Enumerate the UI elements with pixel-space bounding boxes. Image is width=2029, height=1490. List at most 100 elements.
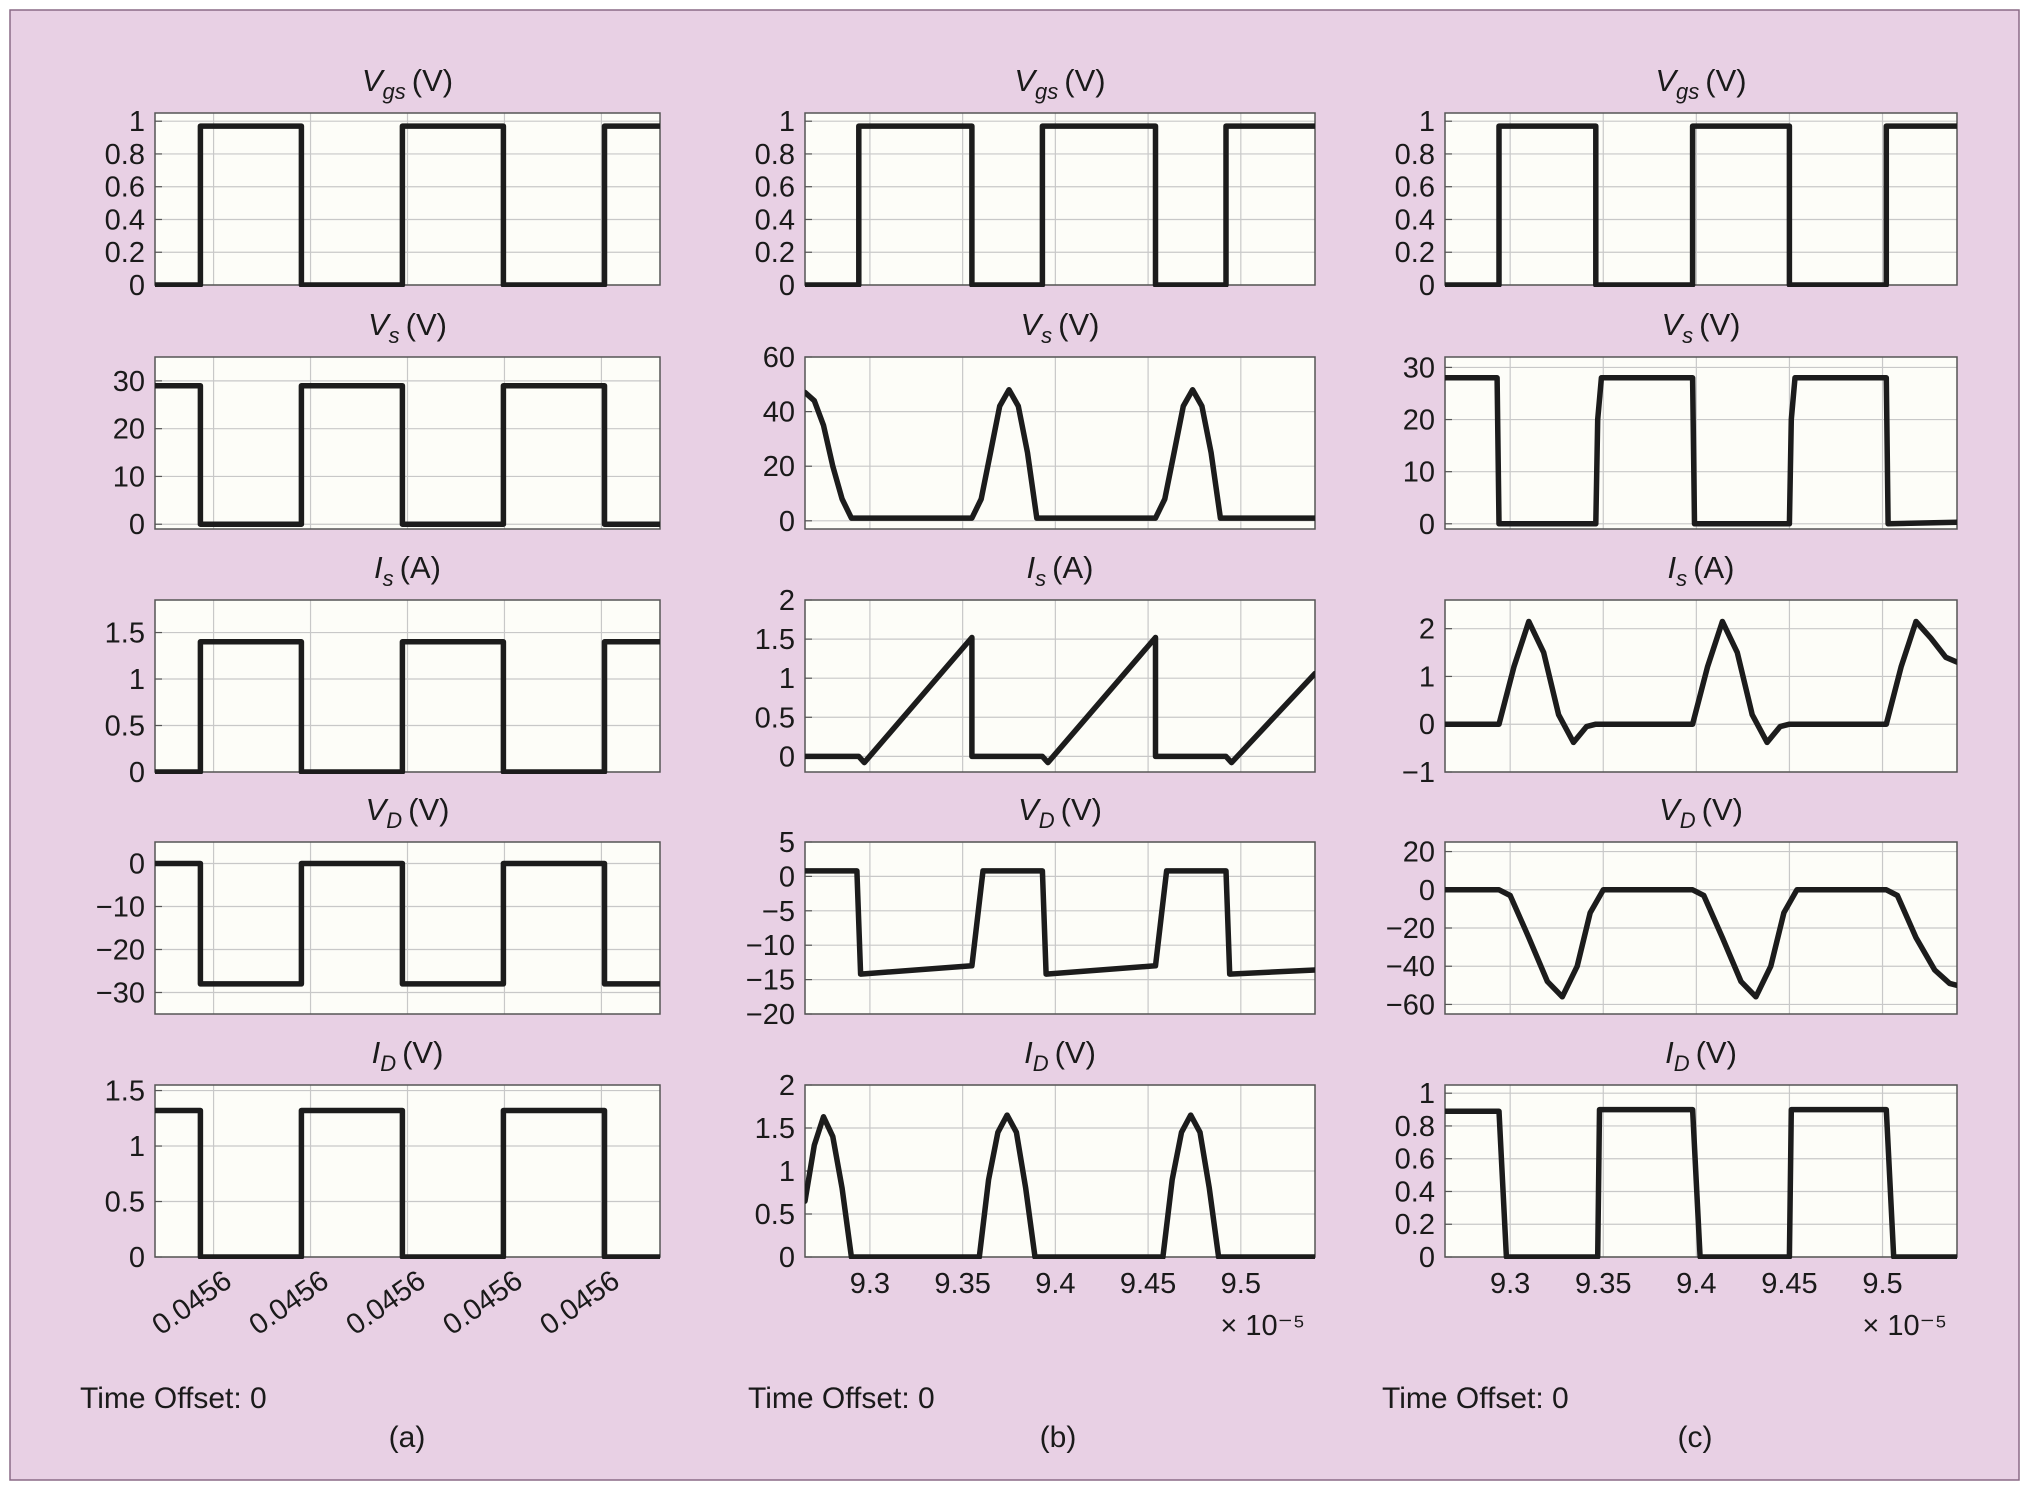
y-tick-label: 0.8 — [755, 139, 795, 171]
subplot-title: VD (V) — [366, 792, 450, 833]
title-subscript: s — [389, 323, 400, 348]
y-tick-label: 1 — [779, 106, 795, 138]
y-tick-label: 0.2 — [1395, 237, 1435, 269]
y-tick-label: 2 — [779, 585, 795, 617]
x-axis-exponent: × 10⁻⁵ — [1220, 1310, 1305, 1342]
y-tick-label: 0.5 — [755, 702, 795, 734]
title-unit: (V) — [1064, 63, 1105, 98]
subplot-title: VD (V) — [1018, 792, 1102, 833]
plot-area — [805, 600, 1315, 772]
title-subscript: D — [1674, 1051, 1690, 1076]
subplot-title: Vgs (V) — [362, 63, 453, 104]
y-tick-label: 20 — [1403, 405, 1435, 437]
time-offset-label: Time Offset: 0 — [1382, 1382, 1569, 1415]
y-tick-label: 0.5 — [105, 1187, 145, 1219]
title-unit: (V) — [402, 1035, 443, 1070]
y-tick-label: 0.5 — [755, 1199, 795, 1231]
title-unit: (V) — [1058, 307, 1099, 342]
y-tick-label: 1 — [1419, 1078, 1435, 1110]
y-tick-label: 0 — [1419, 709, 1435, 741]
title-symbol: V — [368, 307, 392, 342]
title-symbol: V — [362, 63, 386, 98]
y-tick-label: 30 — [113, 366, 145, 398]
x-tick-label: 9.4 — [1676, 1268, 1716, 1300]
plot-area — [1445, 357, 1957, 529]
y-tick-label: 0 — [779, 270, 795, 302]
y-tick-label: −40 — [1386, 951, 1435, 983]
y-tick-label: 0 — [1419, 509, 1435, 541]
y-tick-label: 0.4 — [1395, 204, 1435, 236]
x-tick-label: 9.3 — [1490, 1268, 1530, 1300]
plot-area — [805, 113, 1315, 285]
y-tick-label: 0 — [779, 1242, 795, 1274]
x-tick-label: 9.45 — [1761, 1268, 1817, 1300]
y-tick-label: 0.2 — [105, 237, 145, 269]
series-line — [805, 868, 1315, 977]
y-tick-label: 2 — [779, 1070, 795, 1102]
x-tick-label: 9.3 — [850, 1268, 890, 1300]
title-unit: (V) — [1061, 792, 1102, 827]
series-line — [1445, 618, 1957, 746]
subplot-a-4: −30 −20 −10 0 VD (V) — [96, 792, 661, 1015]
title-symbol: V — [1018, 792, 1042, 827]
y-tick-label: 0 — [129, 1242, 145, 1274]
y-tick-label: 0 — [779, 506, 795, 538]
y-tick-label: 1 — [129, 106, 145, 138]
subplot-a-3: 0 0.5 1 1.5 Is (A) — [105, 550, 661, 789]
plot-frame — [804, 112, 1316, 286]
subplot-title: Vs (V) — [1661, 307, 1740, 348]
x-tick-label: 9.35 — [934, 1268, 990, 1300]
y-tick-label: 1.5 — [755, 1113, 795, 1145]
subplot-title: VD (V) — [1659, 792, 1743, 833]
title-symbol: I — [1027, 550, 1036, 585]
y-tick-label: 0 — [129, 270, 145, 302]
y-tick-label: 0.2 — [755, 237, 795, 269]
x-axis-exponent: × 10⁻⁵ — [1862, 1310, 1947, 1342]
y-tick-label: 0.8 — [1395, 139, 1435, 171]
title-symbol: I — [1665, 1035, 1674, 1070]
panel-label-b: (b) — [1040, 1421, 1077, 1454]
subplot-c-5: 00.20.40.60.81 ID (V) 9.3 9.35 9.4 9.45 9.5 × 10… — [1395, 1035, 1958, 1342]
y-tick-label: 0 — [1419, 270, 1435, 302]
subplot-title: ID (V) — [372, 1035, 444, 1076]
subplot-title: Is (A) — [1027, 550, 1094, 591]
y-tick-label: 1.5 — [755, 624, 795, 656]
series-line — [1445, 123, 1957, 287]
y-tick-label: 5 — [779, 827, 795, 859]
y-tick-label: 10 — [1403, 457, 1435, 489]
subplot-c-3: −1 0 1 2 Is (A) — [1402, 550, 1958, 789]
plot-frame — [1444, 112, 1958, 286]
title-unit: (V) — [1702, 792, 1743, 827]
y-tick-label: 30 — [1403, 352, 1435, 384]
y-tick-label: 1 — [779, 663, 795, 695]
subplot-c-1: 00.20.40.60.81 Vgs (V) — [1395, 63, 1958, 302]
subplot-title: Is (A) — [1668, 550, 1735, 591]
subplot-title: Vgs (V) — [1655, 63, 1746, 104]
series-line — [805, 387, 1315, 521]
y-tick-label: −20 — [96, 935, 145, 967]
y-tick-label: −10 — [96, 892, 145, 924]
time-offset-label: Time Offset: 0 — [748, 1382, 935, 1415]
plot-area — [805, 842, 1315, 1014]
title-unit: (V) — [1696, 1035, 1737, 1070]
title-unit: (V) — [412, 63, 453, 98]
y-tick-label: 0.8 — [1395, 1111, 1435, 1143]
subplot-c-2: 0 10 20 30 Vs (V) — [1403, 307, 1958, 541]
subplot-c-4: −60 −40 −20 0 20 VD (V) — [1386, 792, 1958, 1021]
y-tick-label: 1 — [779, 1156, 795, 1188]
y-tick-label: 20 — [1403, 837, 1435, 869]
y-tick-label: −10 — [746, 930, 795, 962]
y-tick-label: 0 — [779, 741, 795, 773]
title-subscript: s — [383, 566, 394, 591]
plot-frame — [804, 841, 1316, 1015]
y-tick-label: −30 — [96, 978, 145, 1010]
y-tick-label: 0 — [1419, 875, 1435, 907]
title-symbol: V — [1659, 792, 1683, 827]
title-symbol: I — [1024, 1035, 1033, 1070]
series-line — [1445, 887, 1957, 1000]
plot-frame — [1444, 356, 1958, 530]
x-tick-label: 9.5 — [1221, 1268, 1261, 1300]
y-tick-label: 1 — [1419, 661, 1435, 693]
title-symbol: I — [1668, 550, 1677, 585]
